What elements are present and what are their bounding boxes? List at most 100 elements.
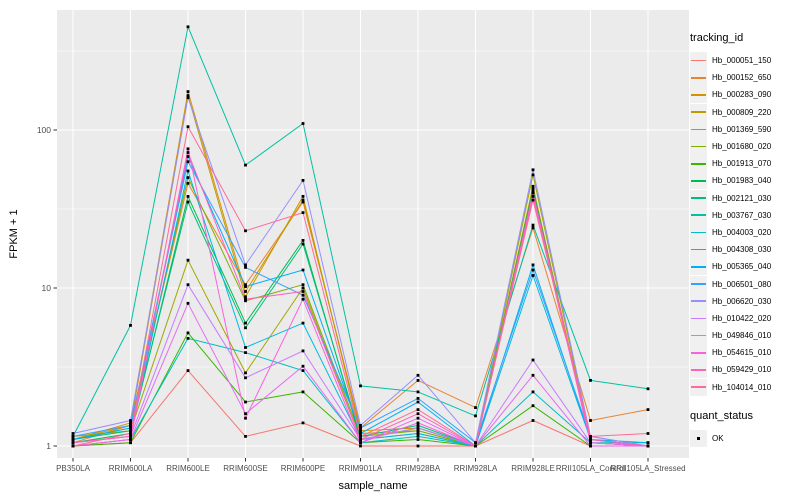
quant-legend-title: quant_status xyxy=(690,409,753,422)
data-point xyxy=(301,242,305,246)
data-point xyxy=(646,387,650,391)
data-point xyxy=(244,346,247,349)
data-point xyxy=(589,438,592,441)
data-point xyxy=(71,441,75,445)
data-point xyxy=(186,181,190,185)
legend-item-Hb_002121_030: Hb_002121_030 xyxy=(690,189,798,207)
legend-item-label: Hb_049846_010 xyxy=(712,331,772,341)
x-tick-label: RRIM600SE xyxy=(223,464,267,473)
data-point xyxy=(129,429,132,433)
data-point xyxy=(531,358,535,362)
data-point xyxy=(186,90,190,93)
legend-items: Hb_000051_150 Hb_000152_650 Hb_000283_090 H… xyxy=(690,52,798,396)
data-point xyxy=(186,125,190,129)
data-point xyxy=(186,176,190,179)
data-point xyxy=(589,379,592,382)
legend-item-Hb_006620_030: Hb_006620_030 xyxy=(690,292,798,310)
data-point xyxy=(474,444,477,448)
data-point xyxy=(71,444,75,448)
legend-key-line-icon xyxy=(690,361,707,379)
data-point xyxy=(301,198,305,202)
data-point xyxy=(416,400,420,404)
data-point xyxy=(646,408,650,411)
legend-key-line-icon xyxy=(690,103,707,121)
legend-item-Hb_104014_010: Hb_104014_010 xyxy=(690,378,798,396)
legend-key-line-icon xyxy=(690,155,707,173)
data-point xyxy=(186,195,190,198)
quant-legend-item-label: OK xyxy=(712,433,724,443)
data-point xyxy=(474,406,477,409)
data-point xyxy=(301,195,305,198)
data-point xyxy=(531,419,535,422)
data-point xyxy=(244,351,247,354)
legend-item-label: Hb_000283_090 xyxy=(712,90,772,100)
data-point xyxy=(589,419,592,422)
data-point xyxy=(244,163,247,167)
data-point xyxy=(359,438,362,441)
data-point xyxy=(416,444,420,448)
legend-item-label: Hb_000809_220 xyxy=(712,107,772,117)
data-point xyxy=(244,295,247,299)
data-point xyxy=(416,421,420,425)
panel-background xyxy=(57,10,689,458)
legend-item-Hb_000809_220: Hb_000809_220 xyxy=(690,103,798,121)
data-point xyxy=(416,438,420,441)
data-point xyxy=(416,379,420,382)
data-point xyxy=(416,397,420,400)
data-point xyxy=(186,155,190,158)
data-point xyxy=(301,211,305,214)
data-point xyxy=(71,435,75,438)
data-point xyxy=(244,321,247,325)
x-tick-label: RRIM600LA xyxy=(109,464,153,473)
data-point xyxy=(244,326,247,330)
data-point xyxy=(301,268,305,272)
data-point xyxy=(531,189,535,193)
data-point xyxy=(589,435,592,438)
data-point xyxy=(531,191,535,195)
data-point xyxy=(474,441,477,445)
y-axis-title: FPKM + 1 xyxy=(8,209,20,258)
data-point xyxy=(129,424,132,427)
legend-item-Hb_001983_040: Hb_001983_040 xyxy=(690,172,798,190)
data-point xyxy=(416,424,420,427)
data-point xyxy=(301,349,305,353)
data-point xyxy=(129,435,132,438)
legend-key-line-icon xyxy=(690,378,707,396)
data-point xyxy=(646,432,650,435)
data-point xyxy=(71,438,75,441)
data-point xyxy=(416,416,420,420)
data-point xyxy=(531,173,535,177)
legend-item-Hb_000152_650: Hb_000152_650 xyxy=(690,69,798,87)
legend-item-label: Hb_006620_030 xyxy=(712,296,772,306)
data-point xyxy=(301,321,305,325)
data-point xyxy=(416,435,420,438)
data-point xyxy=(301,290,305,293)
data-point xyxy=(301,364,305,368)
data-point xyxy=(301,297,305,301)
data-point xyxy=(244,400,247,404)
data-point xyxy=(416,429,420,433)
legend-item-Hb_049846_010: Hb_049846_010 xyxy=(690,327,798,345)
x-tick-label: PB350LA xyxy=(56,464,90,473)
legend-key-line-icon xyxy=(690,138,707,156)
panel xyxy=(57,10,689,458)
legend-item-Hb_005365_040: Hb_005365_040 xyxy=(690,258,798,276)
data-point xyxy=(531,373,535,377)
data-point xyxy=(359,432,362,435)
legend: tracking_id Hb_000051_150 Hb_000152_650 Hb… xyxy=(690,28,798,447)
legend-item-label: Hb_104014_010 xyxy=(712,382,772,392)
data-point xyxy=(416,390,420,394)
legend-item-label: Hb_000152_650 xyxy=(712,73,772,83)
legend-key-square-icon xyxy=(690,429,707,447)
x-tick-label: RRIM928LE xyxy=(511,464,555,473)
data-point xyxy=(474,414,477,418)
legend-key-line-icon xyxy=(690,120,707,138)
data-point xyxy=(244,229,247,233)
legend-key-line-icon xyxy=(690,275,707,293)
data-point xyxy=(244,435,247,438)
data-point xyxy=(244,297,247,301)
data-point xyxy=(129,438,132,441)
data-point xyxy=(531,186,535,190)
data-point xyxy=(244,283,247,287)
legend-item-Hb_000051_150: Hb_000051_150 xyxy=(690,52,798,70)
